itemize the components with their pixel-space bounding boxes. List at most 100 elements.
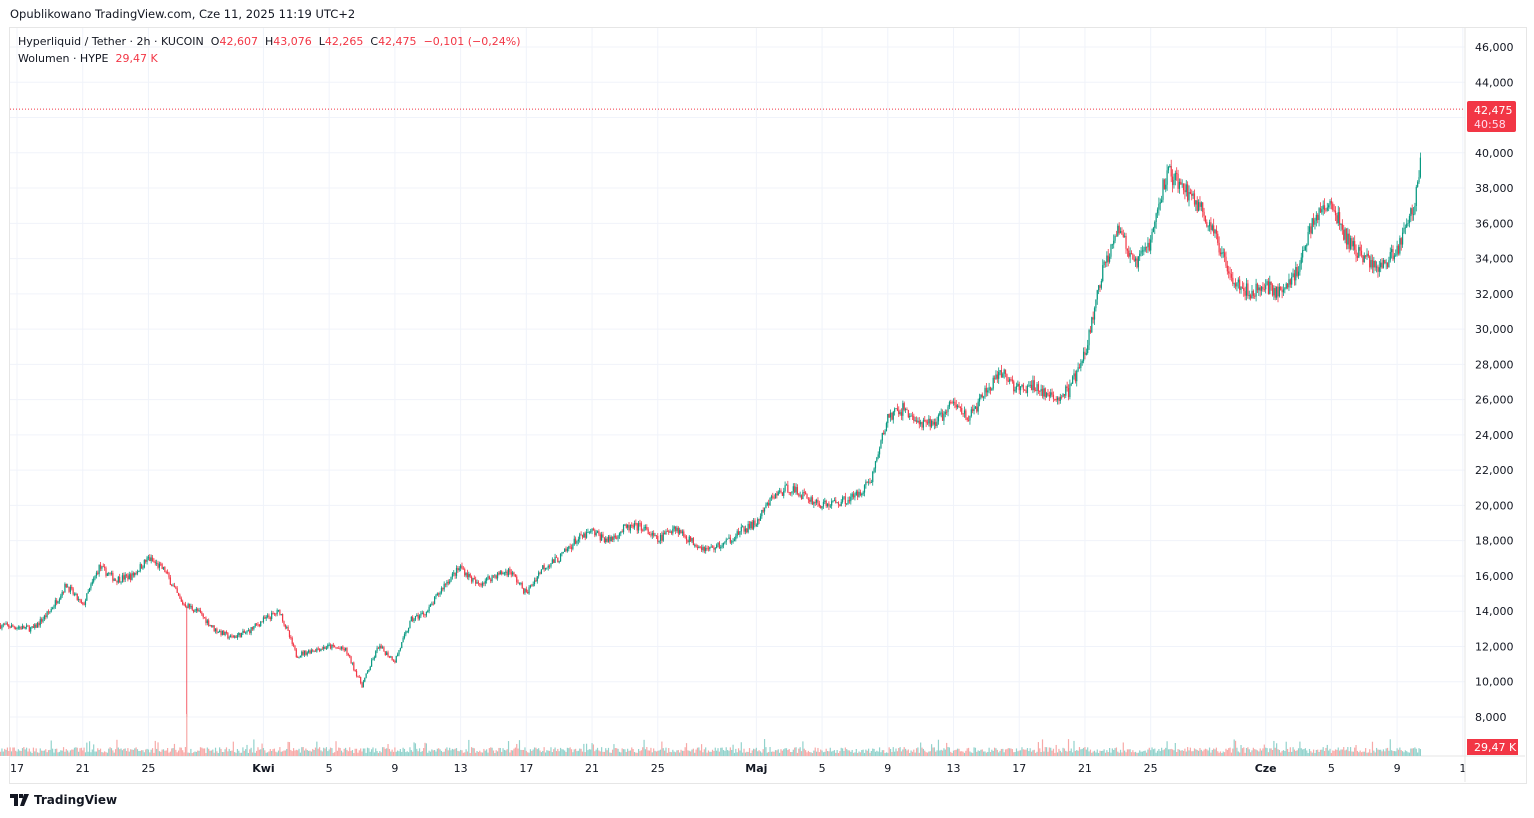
candle-body (403, 634, 406, 638)
candle-body (643, 527, 645, 531)
volume-bar (837, 752, 840, 756)
volume-bar (277, 750, 280, 756)
volume-bar (1418, 748, 1420, 756)
candle-body (36, 623, 39, 628)
candle-body (843, 496, 845, 498)
volume-bar (1118, 752, 1120, 756)
candle-body (847, 500, 849, 504)
candle-body (1388, 260, 1390, 268)
candle-body (360, 676, 362, 683)
volume-bar (431, 749, 433, 756)
volume-bar (624, 749, 626, 756)
x-tick-label: 25 (141, 762, 155, 775)
volume-bar (320, 750, 322, 756)
volume-bar (19, 750, 21, 756)
candle-body (653, 532, 655, 536)
volume-bar (732, 744, 734, 756)
volume-bar (832, 750, 834, 756)
volume-bar (1377, 749, 1379, 756)
volume-bar (1236, 747, 1238, 756)
volume-bar (480, 752, 482, 756)
volume-bar (694, 752, 696, 756)
volume-bar (1245, 748, 1248, 756)
candle-body (379, 645, 381, 649)
candle-body (12, 625, 14, 627)
candle-body (989, 387, 992, 391)
candle-body (599, 534, 601, 541)
candle-body (1036, 384, 1038, 391)
candle-body (1085, 353, 1087, 355)
volume-bar (993, 747, 996, 756)
candle-body (25, 625, 28, 628)
volume-bar (1266, 748, 1268, 756)
volume-bar (822, 752, 825, 756)
candle-body (1323, 205, 1326, 211)
candle-body (271, 612, 273, 619)
candle-body (639, 523, 641, 525)
volume-bar (633, 751, 636, 756)
x-tick-label: 13 (454, 762, 468, 775)
candle-body (190, 606, 192, 608)
volume-bar (177, 750, 180, 756)
candle-body (239, 632, 241, 638)
candle-body (618, 533, 621, 536)
candle-body (666, 531, 668, 533)
volume-bar (324, 748, 326, 756)
candle-body (770, 496, 773, 498)
volume-bar (116, 739, 118, 756)
volume-bar (733, 752, 736, 756)
high-value: 43,076 (273, 35, 312, 48)
candle-body (165, 572, 167, 573)
candle-body (250, 627, 252, 634)
volume-bar (212, 749, 214, 756)
candle-body (43, 615, 45, 620)
candle-body (4, 624, 6, 626)
candle-body (187, 603, 189, 608)
candle-body (657, 535, 659, 542)
volume-bar (958, 748, 960, 756)
volume-bar (1224, 752, 1226, 756)
volume-bar (498, 747, 500, 756)
volume-bar (1140, 751, 1142, 756)
volume-bar (635, 752, 637, 756)
candle-body (1397, 245, 1400, 254)
volume-bar (1284, 751, 1286, 756)
volume-bar (1371, 741, 1374, 756)
candle-body (1066, 386, 1068, 388)
volume-bar (783, 749, 785, 756)
volume-bar (1040, 751, 1042, 756)
candle-body (1182, 183, 1185, 191)
candle-body (963, 410, 966, 414)
volume-bar (776, 750, 778, 756)
volume-bar (316, 741, 318, 756)
candle-body (684, 536, 686, 538)
candle-body (191, 606, 193, 610)
volume-bar (922, 748, 924, 756)
candle-body (602, 534, 604, 538)
candle-body (1114, 235, 1116, 241)
candle-body (983, 396, 985, 398)
candle-body (1133, 259, 1135, 261)
candle-body (1108, 256, 1111, 262)
volume-bar (779, 752, 781, 756)
volume-bar (772, 751, 774, 756)
candle-body (761, 510, 763, 517)
volume-bar (873, 748, 875, 756)
volume-bar (1111, 748, 1113, 756)
candle-body (531, 585, 533, 587)
tradingview-logo[interactable]: TradingView (10, 793, 117, 807)
volume-bar (679, 752, 681, 756)
y-tick-label: 44,000 (1475, 76, 1514, 89)
volume-bar (517, 748, 519, 756)
candle-body (625, 524, 627, 528)
candle-body (833, 500, 835, 502)
candle-body (265, 616, 267, 619)
volume-bar (475, 752, 477, 756)
volume-bar (684, 747, 686, 756)
candle-body (361, 682, 363, 688)
candle-body (1250, 295, 1252, 299)
candle-body (932, 420, 934, 425)
candle-body (539, 572, 541, 574)
candle-body (1033, 380, 1035, 391)
